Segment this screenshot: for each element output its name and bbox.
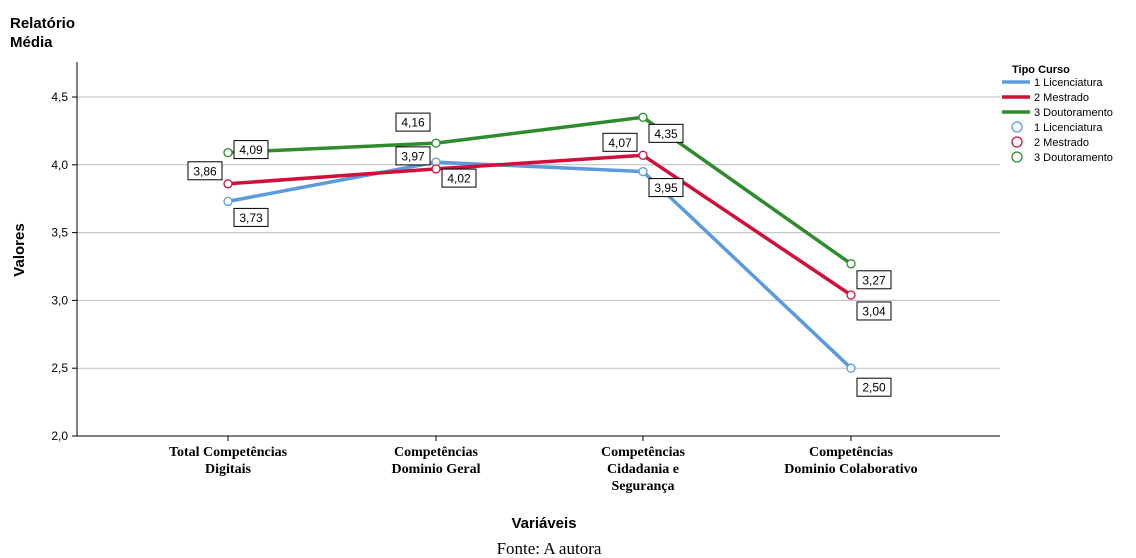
- data-label-box: [395, 146, 431, 166]
- data-point: [431, 164, 441, 174]
- x-tick-label: Dominio Colaborativo: [784, 462, 917, 477]
- data-label-text: 3,27: [862, 273, 886, 287]
- data-point: [846, 290, 856, 300]
- y-axis: 2,0 2,5 3,0 3,5 4,0 4,5: [51, 62, 1000, 443]
- x-tick-label: Cidadania e: [607, 462, 679, 477]
- chart-title: Relatório: [10, 15, 75, 32]
- data-label: 3,97: [395, 146, 431, 166]
- data-label-text: 4,35: [654, 127, 678, 141]
- legend: Tipo Curso 1 Licenciatura 2 Mestrado 3 Dou…: [1002, 64, 1113, 164]
- legend-marker-label: 2 Mestrado: [1034, 137, 1089, 149]
- data-label: 4,09: [233, 140, 269, 160]
- legend-marker-swatch: [1011, 121, 1023, 133]
- legend-marker-swatch: [1011, 136, 1023, 148]
- x-tick-label: Digitais: [205, 462, 251, 477]
- data-label-box: [856, 301, 892, 321]
- data-label: 4,35: [648, 123, 684, 143]
- data-label: 2,50: [856, 377, 892, 397]
- data-label-box: [602, 132, 638, 152]
- chart-subtitle: Média: [10, 34, 53, 51]
- data-point: [223, 147, 233, 158]
- data-label-box: [856, 377, 892, 397]
- legend-line-label: 2 Mestrado: [1034, 92, 1089, 104]
- figure-caption: Fonte: A autora: [497, 539, 602, 558]
- data-label: 4,16: [395, 112, 431, 132]
- data-label: 4,02: [441, 168, 477, 188]
- data-label-text: 2,50: [862, 381, 886, 395]
- data-label-text: 3,73: [239, 211, 263, 225]
- data-label-text: 4,07: [608, 136, 632, 150]
- data-point: [638, 150, 648, 160]
- y-tick-label: 4,0: [51, 158, 68, 172]
- data-label-box: [233, 140, 269, 160]
- data-label: 3,73: [233, 207, 269, 227]
- legend-line-label: 3 Doutoramento: [1034, 107, 1113, 119]
- data-label-text: 3,97: [401, 149, 425, 163]
- data-point: [431, 138, 441, 148]
- series-points: [223, 112, 856, 373]
- x-axis-categories: Total Competências Digitais Competências Do…: [169, 436, 918, 494]
- series-lines: [227, 115, 853, 370]
- data-label-box: [856, 270, 892, 290]
- data-label: 3,04: [856, 301, 892, 321]
- series-line-2: [227, 153, 852, 297]
- data-label-text: 3,95: [654, 181, 678, 195]
- gridlines: [77, 96, 1000, 369]
- y-tick-label: 3,0: [51, 293, 68, 307]
- data-point: [223, 179, 233, 189]
- y-tick-label: 2,0: [51, 429, 68, 443]
- x-tick-label: Competências: [809, 445, 894, 460]
- data-point: [638, 166, 648, 177]
- data-label-text: 4,09: [239, 143, 263, 157]
- series-line-3: [227, 115, 853, 266]
- x-tick-label: Competências: [601, 445, 686, 460]
- data-labels: 3,73 4,02 3,95 2,50 3,86 3,97 4,07 3,04 4,09 4,16…: [187, 112, 892, 397]
- legend-marker-label: 1 Licenciatura: [1034, 122, 1103, 134]
- data-label-box: [648, 123, 684, 143]
- data-label-box: [187, 161, 223, 181]
- y-tick-label: 3,5: [51, 226, 68, 240]
- legend-title: Tipo Curso: [1012, 64, 1070, 76]
- data-label-box: [441, 168, 477, 188]
- data-point: [846, 259, 856, 269]
- legend-marker-swatch: [1011, 151, 1023, 163]
- y-tick-label: 4,5: [51, 90, 68, 104]
- data-label-text: 4,16: [401, 116, 425, 130]
- data-point: [638, 112, 648, 122]
- y-axis-label: Valores: [11, 223, 28, 276]
- legend-marker-label: 3 Doutoramento: [1034, 152, 1113, 164]
- y-tick-label: 2,5: [51, 361, 68, 375]
- data-label: 4,07: [602, 132, 638, 152]
- data-label: 3,86: [187, 161, 223, 181]
- data-label: 3,27: [856, 270, 892, 290]
- data-label-text: 3,86: [193, 164, 217, 178]
- x-tick-label: Competências: [394, 445, 479, 460]
- legend-line-label: 1 Licenciatura: [1034, 77, 1103, 89]
- series-line-1: [227, 160, 853, 370]
- data-label-text: 3,04: [862, 304, 886, 318]
- data-point: [223, 196, 233, 207]
- data-label-box: [648, 178, 684, 198]
- data-point: [846, 363, 856, 373]
- x-tick-label: Segurança: [612, 479, 675, 494]
- x-tick-label: Total Competências: [169, 445, 288, 460]
- x-tick-label: Dominio Geral: [391, 462, 480, 477]
- data-label-text: 4,02: [447, 172, 471, 186]
- data-label-box: [233, 207, 269, 227]
- data-label: 3,95: [648, 178, 684, 198]
- data-label-box: [395, 112, 431, 132]
- x-axis-label: Variáveis: [511, 515, 576, 532]
